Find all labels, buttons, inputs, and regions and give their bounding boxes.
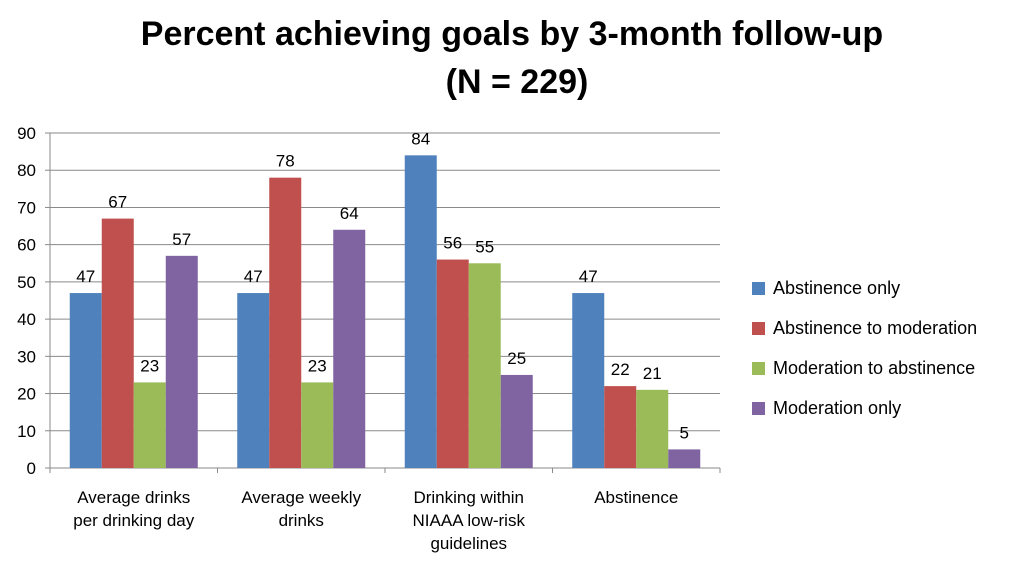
bar [604,386,637,468]
data-label: 67 [108,193,127,212]
x-category-label-line: Average drinks [77,488,190,507]
data-label: 5 [680,423,689,442]
data-label: 55 [475,237,494,256]
bar [468,263,501,468]
y-tick-label: 40 [17,310,36,329]
chart-title: Percent achieving goals by 3-month follo… [140,15,884,53]
legend-item: Moderation only [752,388,977,428]
data-label: 47 [244,267,263,286]
y-tick-label: 50 [17,273,36,292]
data-label: 21 [643,364,662,383]
bar [69,293,102,468]
data-label: 23 [308,356,327,375]
x-category-label: Average drinks per drinking day [73,488,194,530]
x-category-label: Abstinence [594,488,678,507]
data-label: 78 [276,152,295,171]
bar [133,382,166,468]
data-label: 64 [340,204,359,223]
bar [500,374,533,468]
data-label: 25 [507,349,526,368]
bar [101,218,134,468]
y-tick-label: 10 [17,422,36,441]
data-label: 57 [172,230,191,249]
data-label: 22 [611,360,630,379]
legend-swatch [752,281,765,295]
data-label: 47 [579,267,598,286]
bar [301,382,334,468]
chart-subtitle: (N = 229) [445,63,589,101]
x-category-label-line: NIAAA low-risk [413,511,526,530]
bar [269,177,302,468]
bar [636,389,669,468]
bar [668,449,701,468]
legend-item: Abstinence to moderation [752,308,977,348]
x-category-label-line: per drinking day [73,511,194,530]
bar [572,293,605,468]
legend-item: Moderation to abstinence [752,348,977,388]
x-category-label: Average weekly drinks [241,488,361,530]
y-tick-label: 80 [17,161,36,180]
y-tick-label: 20 [17,385,36,404]
bar [404,155,437,469]
legend-label: Abstinence to moderation [773,317,978,338]
data-label: 84 [411,129,430,148]
legend-swatch [752,361,765,375]
bar [436,259,469,468]
bar [165,255,198,468]
x-category-label-line: Average weekly [241,488,361,507]
y-tick-label: 0 [27,459,36,478]
y-tick-label: 90 [17,124,36,143]
bar [237,293,270,468]
y-tick-label: 30 [17,347,36,366]
y-tick-label: 60 [17,236,36,255]
chart-legend: Abstinence only Abstinence to moderation… [752,268,977,428]
legend-label: Abstinence only [773,277,901,298]
data-label: 47 [76,267,95,286]
legend-swatch [752,321,765,335]
legend-swatch [752,401,765,415]
legend-label: Moderation to abstinence [773,357,976,378]
x-category-label-line: drinks [279,511,324,530]
x-category-label-line: Abstinence [594,488,678,507]
x-category-label-line: Drinking within [413,488,524,507]
legend-label: Moderation only [773,397,902,418]
data-label: 23 [140,356,159,375]
x-category-label-line: guidelines [430,534,507,553]
bar [333,229,366,468]
legend-item: Abstinence only [752,268,977,308]
y-tick-label: 70 [17,198,36,217]
data-label: 56 [443,234,462,253]
x-category-label: Drinking within NIAAA low-risk guidelines [413,488,526,553]
